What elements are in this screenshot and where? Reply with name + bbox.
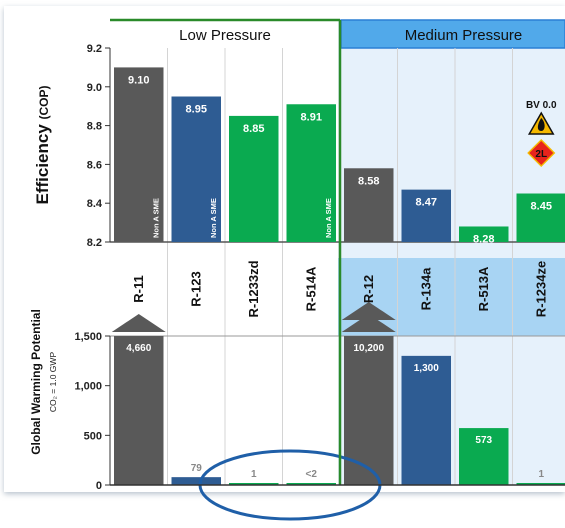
efficiency-value-label: 8.47 bbox=[416, 197, 437, 209]
efficiency-value-label: 8.95 bbox=[186, 104, 207, 116]
gwp-value-label: 1,300 bbox=[414, 363, 439, 374]
efficiency-value-label: 8.45 bbox=[531, 201, 552, 213]
gwp-bar-r-134a bbox=[402, 356, 452, 485]
gwp-bar-r-123 bbox=[172, 477, 222, 485]
gwp-tick-label: 1,500 bbox=[74, 331, 102, 343]
category-label-r-134a: R-134a bbox=[418, 267, 433, 310]
category-label-r-123: R-123 bbox=[188, 271, 203, 306]
gwp-axis-subtitle: CO₂ = 1.0 GWP bbox=[48, 352, 58, 413]
gwp-axis-title: Global Warming Potential bbox=[29, 309, 43, 455]
gwp-value-label: <2 bbox=[306, 469, 318, 480]
bar-note-label: Non A SME bbox=[209, 198, 218, 238]
efficiency-value-label: 8.28 bbox=[473, 233, 494, 245]
group-header-low-pressure: Low Pressure bbox=[179, 27, 271, 44]
gwp-value-label: 1 bbox=[538, 469, 544, 480]
gwp-tick-label: 1,000 bbox=[74, 381, 102, 393]
category-label-r-1234ze: R-1234ze bbox=[533, 261, 548, 317]
gwp-tick-label: 0 bbox=[96, 480, 102, 492]
category-label-r-513a: R-513A bbox=[476, 266, 491, 311]
efficiency-value-label: 9.10 bbox=[128, 74, 149, 86]
efficiency-tick-label: 8.8 bbox=[87, 121, 102, 133]
bar-note-label: Non A SME bbox=[152, 198, 161, 238]
safety-badge-text: BV 0.0 bbox=[526, 100, 557, 111]
gwp-tick-label: 500 bbox=[84, 430, 102, 442]
efficiency-tick-label: 8.2 bbox=[87, 237, 102, 249]
efficiency-tick-label: 9.0 bbox=[87, 82, 102, 94]
efficiency-axis-label: Efficiency bbox=[33, 119, 52, 204]
gwp-value-label: 1 bbox=[251, 469, 257, 480]
efficiency-axis-unit: (COP) bbox=[37, 85, 51, 119]
efficiency-value-label: 8.58 bbox=[358, 175, 379, 187]
flammability-class-label: 2L bbox=[535, 149, 547, 160]
group-header-medium-pressure: Medium Pressure bbox=[405, 27, 523, 44]
gwp-value-label: 10,200 bbox=[353, 343, 384, 354]
efficiency-value-label: 8.85 bbox=[243, 123, 264, 135]
category-label-r-1233zd: R-1233zd bbox=[246, 260, 261, 317]
gwp-value-label: 4,660 bbox=[126, 343, 151, 354]
efficiency-tick-label: 8.6 bbox=[87, 159, 102, 171]
efficiency-value-label: 8.91 bbox=[301, 111, 322, 123]
efficiency-tick-label: 8.4 bbox=[87, 198, 103, 210]
efficiency-tick-label: 9.2 bbox=[87, 43, 102, 55]
gwp-bar-r-12 bbox=[344, 336, 394, 485]
category-label-r-12: R-12 bbox=[361, 275, 376, 303]
gwp-bar-r-11 bbox=[114, 336, 164, 485]
category-label-r-514a: R-514A bbox=[303, 266, 318, 311]
bar-note-label: Non A SME bbox=[324, 198, 333, 238]
category-label-r-11: R-11 bbox=[131, 275, 146, 302]
gwp-value-label: 79 bbox=[191, 463, 203, 474]
gwp-value-label: 573 bbox=[475, 435, 492, 446]
